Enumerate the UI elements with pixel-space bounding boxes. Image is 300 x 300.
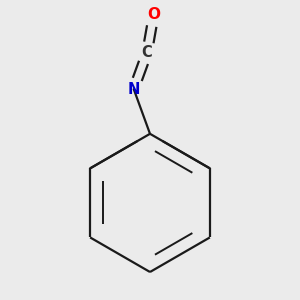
Text: C: C [142,45,152,60]
Text: O: O [147,7,160,22]
Text: N: N [128,82,140,97]
